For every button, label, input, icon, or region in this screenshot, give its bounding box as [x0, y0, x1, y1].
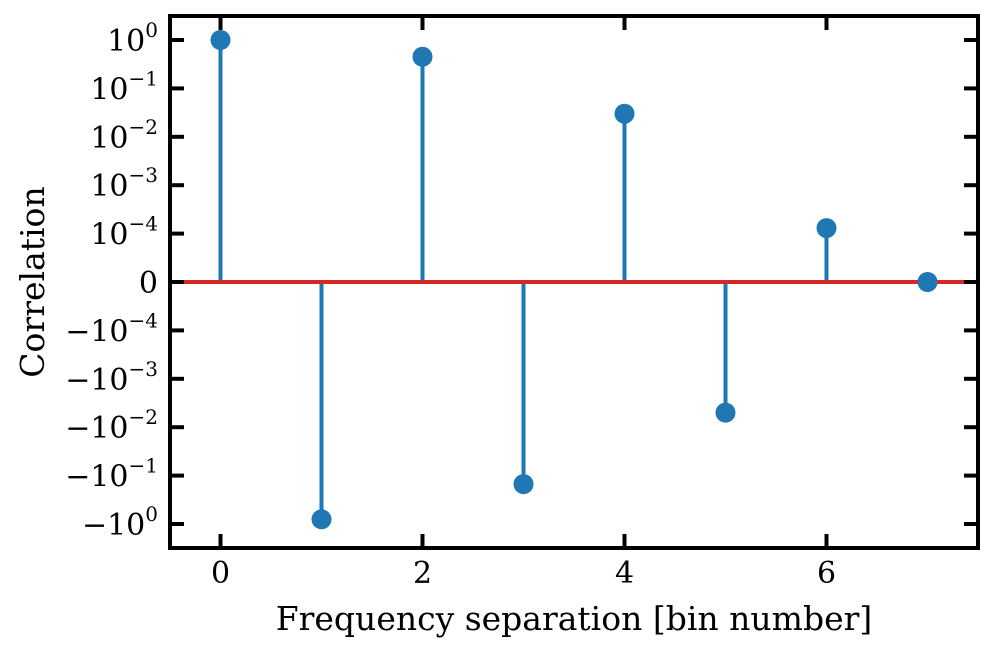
- y-tick-label: 100: [107, 18, 158, 59]
- y-tick-label: −100: [82, 502, 158, 543]
- stem-markers: [210, 30, 938, 530]
- y-tick-label: −10−3: [65, 357, 158, 398]
- stem-marker: [816, 218, 837, 239]
- x-tick-label: 0: [211, 556, 230, 591]
- stem-marker: [614, 103, 635, 124]
- y-axis-label: Correlation: [13, 186, 52, 377]
- y-tick-label: 10−2: [90, 115, 158, 156]
- stem-marker: [210, 30, 231, 50]
- stem-marker: [311, 509, 332, 530]
- y-tick-label: 10−3: [90, 163, 158, 204]
- stem-marker: [412, 46, 433, 67]
- stem-marker: [513, 474, 534, 495]
- y-tick-label: −10−1: [65, 454, 158, 495]
- y-tick-label: 10−4: [90, 212, 158, 253]
- y-axis-ticks: 100 10−1 10−2 10−3 10−4 0 −10−4 −10−3 −10−2 −10−1…: [65, 18, 978, 543]
- y-tick-label: −10−2: [65, 405, 158, 446]
- x-axis-label: Frequency separation [bin number]: [276, 599, 873, 638]
- x-tick-label: 6: [817, 556, 836, 591]
- stem-lines: [218, 40, 829, 520]
- y-tick-label: −10−4: [65, 308, 158, 349]
- y-tick-label: 10−1: [90, 66, 158, 107]
- x-tick-label: 2: [413, 556, 432, 591]
- x-tick-label: 4: [615, 556, 634, 591]
- x-axis-ticks: 0 2 4 6: [211, 16, 836, 591]
- y-tick-label: 0: [139, 266, 158, 301]
- stem-marker: [917, 272, 938, 292]
- stem-marker: [715, 402, 736, 423]
